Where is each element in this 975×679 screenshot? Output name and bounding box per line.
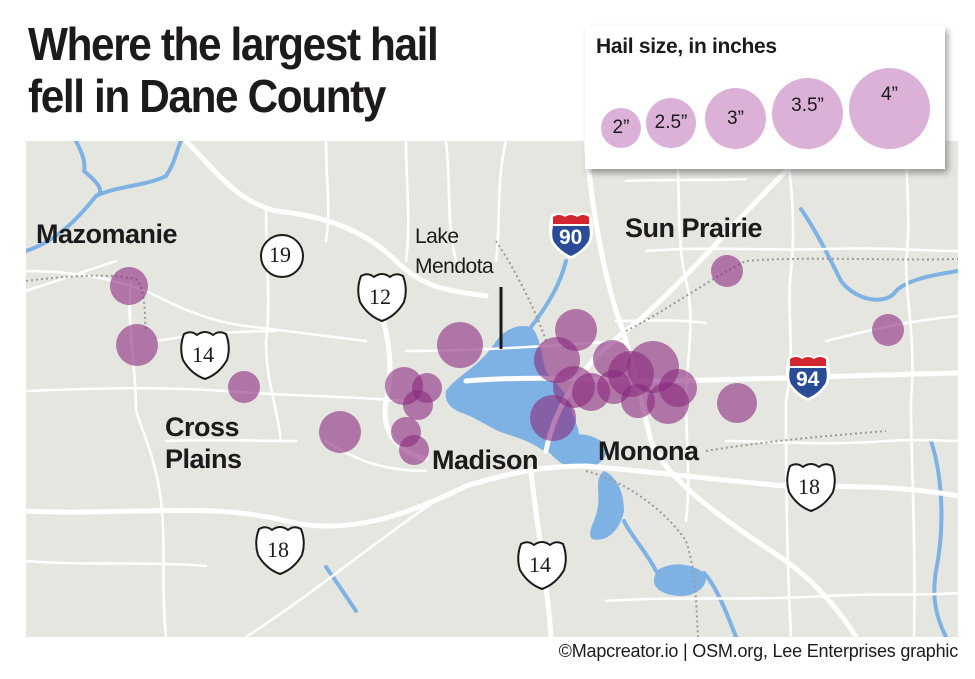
legend-label-2in: 2” bbox=[612, 117, 630, 138]
shield-us18-west-label: 18 bbox=[267, 537, 289, 562]
hail-markers bbox=[110, 255, 904, 465]
shield-us12-label: 12 bbox=[369, 284, 391, 309]
shield-us14-south-label: 14 bbox=[529, 552, 551, 577]
map-area: 19 12 14 18 18 14 90 94 Mazomanie Lake M… bbox=[26, 141, 958, 637]
shield-us14-north bbox=[180, 331, 230, 381]
hail-size-legend: Hail size, in inches 2” 2.5” 3” 3.5” 4” bbox=[585, 26, 945, 169]
legend-label-3-5in: 3.5” bbox=[791, 94, 824, 116]
hail-marker bbox=[319, 411, 361, 453]
label-lake-mendota-line1: Lake bbox=[415, 225, 459, 248]
shield-us14-north-label: 14 bbox=[192, 342, 214, 367]
map-credit: ©Mapcreator.io | OSM.org, Lee Enterprise… bbox=[558, 641, 959, 661]
hail-marker bbox=[711, 255, 743, 287]
legend-circle-2-5in: 2.5” bbox=[646, 98, 696, 148]
title-line-1: Where the largest hail bbox=[28, 18, 439, 70]
hail-marker bbox=[110, 267, 148, 305]
label-cross-plains-line2: Plains bbox=[165, 444, 242, 474]
hail-marker bbox=[116, 324, 158, 366]
map-title: Where the largest hail fell in Dane Coun… bbox=[28, 18, 439, 122]
shield-i94 bbox=[786, 355, 830, 401]
legend-title: Hail size, in inches bbox=[596, 35, 777, 58]
lake-waubesa bbox=[590, 471, 624, 540]
hail-marker bbox=[228, 371, 260, 403]
shield-us14-south bbox=[517, 541, 567, 591]
shield-us18-west bbox=[255, 526, 305, 576]
hail-marker bbox=[403, 390, 433, 420]
title-line-2: fell in Dane County bbox=[28, 70, 386, 122]
hail-marker bbox=[659, 369, 697, 407]
label-mazomanie: Mazomanie bbox=[36, 219, 178, 249]
hail-marker bbox=[530, 395, 576, 441]
lake-kegonsa bbox=[653, 564, 706, 596]
shield-us12 bbox=[357, 273, 407, 323]
label-madison: Madison bbox=[432, 445, 539, 475]
legend-label-4in: 4” bbox=[881, 83, 898, 105]
hail-marker bbox=[399, 435, 429, 465]
hail-marker bbox=[717, 383, 757, 423]
legend-circle-3-5in: 3.5” bbox=[772, 78, 843, 149]
hail-marker bbox=[872, 314, 904, 346]
legend-label-2-5in: 2.5” bbox=[654, 112, 688, 133]
hail-marker bbox=[437, 322, 483, 368]
shield-us19-label: 19 bbox=[269, 242, 291, 267]
legend-circle-3in: 3” bbox=[705, 88, 766, 149]
legend-circle-4in: 4” bbox=[849, 68, 930, 149]
shield-i90 bbox=[549, 213, 593, 259]
lake-monona bbox=[548, 434, 607, 469]
legend-circle-2in: 2” bbox=[601, 108, 641, 148]
shield-i90-label: 90 bbox=[559, 226, 583, 249]
label-cross-plains-line1: Cross bbox=[165, 412, 240, 442]
map-base-layer bbox=[26, 141, 958, 637]
label-sun-prairie: Sun Prairie bbox=[625, 213, 763, 243]
hail-marker bbox=[597, 370, 631, 404]
rivers bbox=[26, 141, 958, 637]
legend-label-3in: 3” bbox=[727, 107, 744, 129]
shield-us19 bbox=[260, 234, 304, 278]
label-lake-mendota-line2: Mendota bbox=[415, 255, 494, 278]
label-monona: Monona bbox=[598, 436, 699, 466]
shield-us18-east-label: 18 bbox=[798, 474, 820, 499]
shield-us18-east bbox=[786, 463, 836, 513]
shield-i94-label: 94 bbox=[796, 368, 820, 391]
